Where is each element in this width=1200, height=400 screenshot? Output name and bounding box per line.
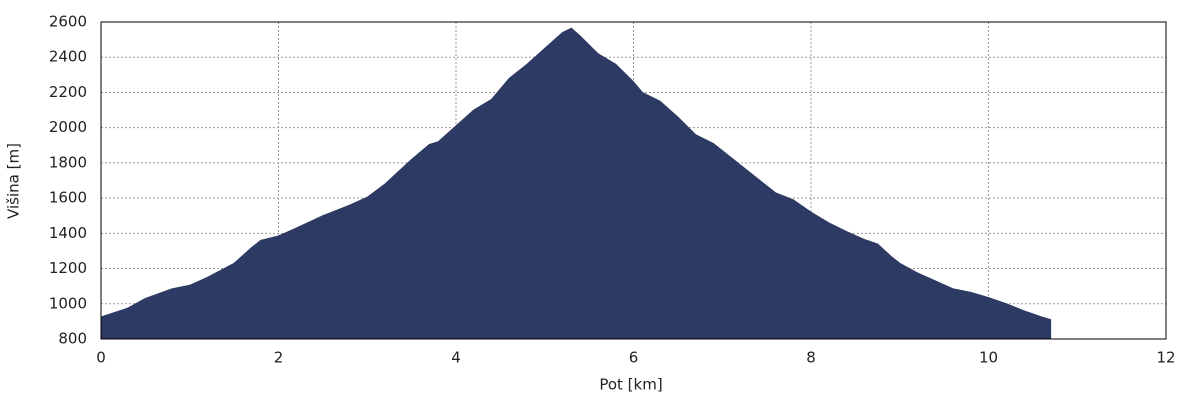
elevation-area (100, 27, 1052, 340)
y-tick-label: 1400 (49, 224, 87, 242)
y-axis-label: Višina [m] (5, 143, 23, 219)
x-tick-label: 2 (274, 349, 284, 367)
y-tick-label: 1200 (49, 259, 87, 277)
y-tick-label: 1600 (49, 189, 87, 207)
plot-frame (100, 21, 1167, 340)
x-tick-label: 0 (96, 349, 106, 367)
y-tick-label: 2000 (49, 118, 87, 136)
x-tick-label: 4 (451, 349, 461, 367)
x-tick-label: 10 (979, 349, 998, 367)
x-axis-label: Pot [km] (599, 376, 662, 394)
x-tick-label: 8 (806, 349, 816, 367)
x-tick-label: 6 (629, 349, 639, 367)
y-tick-label: 800 (58, 330, 87, 348)
y-tick-label: 1000 (49, 294, 87, 312)
x-tick-label: 12 (1156, 349, 1175, 367)
y-tick-label: 2400 (49, 48, 87, 66)
y-tick-label: 2600 (49, 13, 87, 31)
y-tick-label: 2200 (49, 83, 87, 101)
y-tick-label: 1800 (49, 153, 87, 171)
